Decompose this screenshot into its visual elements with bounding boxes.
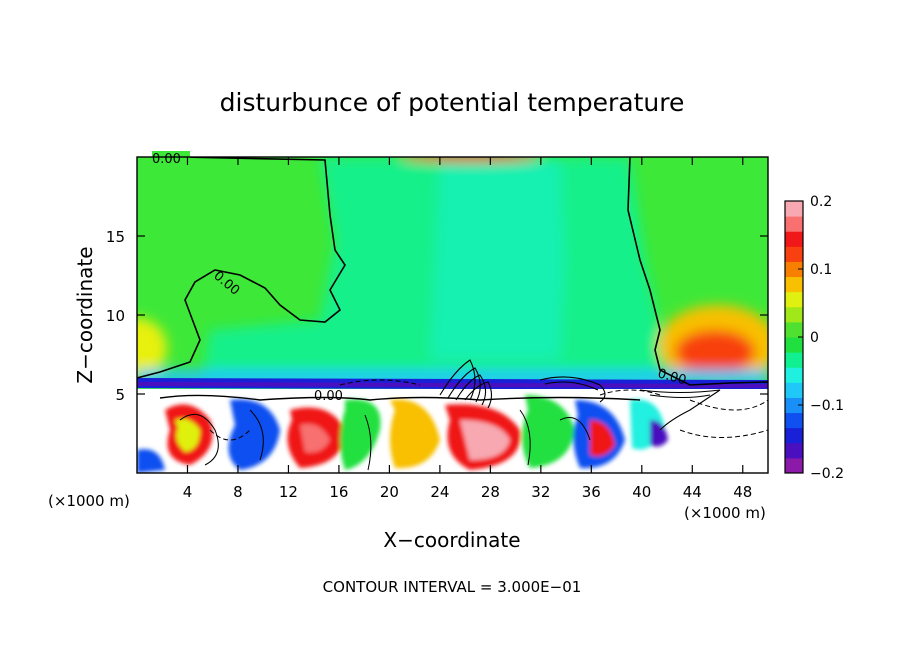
- x-tick-label: 16: [329, 483, 348, 501]
- colorbar-swatch: [785, 457, 803, 474]
- eddy-10: [521, 395, 575, 468]
- x-axis-label: X−coordinate: [383, 528, 520, 552]
- eddy-6: [340, 399, 381, 470]
- contour-lines: [137, 157, 768, 471]
- eddy-3: [228, 399, 280, 470]
- zero-contour-left: [137, 157, 346, 379]
- eddy-15: [137, 449, 165, 473]
- field-left-warm-anomaly: [137, 318, 167, 378]
- field-central-cyan-core: [430, 160, 565, 360]
- colorbar-swatch: [785, 412, 803, 429]
- colorbar-tick-label: 0.1: [810, 262, 832, 278]
- colorbar-swatch: [785, 321, 803, 338]
- colorbar-swatch: [785, 352, 803, 368]
- field-cold-band-core: [137, 382, 768, 388]
- eddy-12: [590, 420, 615, 457]
- heatmap-field: [137, 157, 768, 473]
- contour-cluster-central: [439, 359, 721, 431]
- x-axis-ticks: 4 8 12 16 20 24 28 32 36 40 44 48: [183, 157, 752, 501]
- chart-title: disturbunce of potential temperature: [220, 88, 685, 117]
- colorbar-ticks: 0.2 0.1 0 −0.1 −0.2: [798, 194, 844, 482]
- colorbar-swatch: [785, 291, 803, 308]
- eddy-14: [650, 420, 668, 447]
- colorbar-swatch: [785, 261, 803, 278]
- contour-interval-note: CONTOUR INTERVAL = 3.000E−01: [323, 578, 582, 596]
- colorbar-swatch: [785, 216, 803, 232]
- eddy-9: [460, 420, 510, 460]
- colorbar-swatch: [785, 306, 803, 323]
- colorbar-swatch: [785, 231, 803, 247]
- y-tick-label: 15: [106, 228, 125, 246]
- y-axis-label: Z−coordinate: [73, 246, 97, 383]
- eddy-2: [175, 418, 200, 452]
- x-tick-label: 4: [183, 483, 193, 501]
- x-tick-label: 12: [279, 483, 298, 501]
- colorbar-swatch: [785, 397, 803, 414]
- eddy-5: [300, 424, 330, 453]
- y-axis-ticks: 5 10 15: [106, 228, 768, 404]
- colorbar-swatch: [785, 427, 803, 444]
- y-tick-label: 10: [106, 307, 125, 325]
- colorbar: [785, 201, 803, 474]
- x-tick-label: 28: [481, 483, 500, 501]
- colorbar-tick-label: 0: [810, 330, 819, 346]
- colorbar-tick-label: 0.2: [810, 194, 832, 210]
- y-tick-label: 5: [115, 386, 125, 404]
- x-tick-label: 20: [380, 483, 399, 501]
- field-top-warm-strip: [400, 157, 540, 162]
- colorbar-tick-label: −0.1: [810, 398, 844, 414]
- contour-label-top: 0.00: [152, 152, 181, 167]
- colorbar-swatch: [785, 367, 803, 383]
- field-right-warm-anomaly-inner: [675, 330, 755, 374]
- x-tick-label: 36: [582, 483, 601, 501]
- contour-lower-wavy: [179, 409, 591, 471]
- zero-contour-lower: [159, 394, 641, 401]
- zero-contour-right: [627, 157, 768, 386]
- x-unit-left: (×1000 m): [48, 492, 130, 510]
- colorbar-swatch: [785, 201, 803, 217]
- colorbar-swatch: [785, 442, 803, 459]
- x-tick-label: 32: [531, 483, 550, 501]
- x-unit-right: (×1000 m): [684, 504, 766, 522]
- contour-dashed-negative: [209, 379, 768, 441]
- contour-label-group: 0.00 0.00 0.00 0.00: [152, 151, 688, 404]
- contour-label-right: 0.00: [656, 366, 688, 388]
- colorbar-swatch: [785, 337, 803, 353]
- colorbar-swatch: [785, 276, 803, 293]
- colorbar-swatch: [785, 246, 803, 262]
- eddy-7: [390, 399, 440, 469]
- x-tick-label: 8: [233, 483, 243, 501]
- colorbar-tick-label: −0.2: [810, 466, 844, 482]
- x-tick-label: 24: [430, 483, 449, 501]
- x-tick-label: 40: [632, 483, 651, 501]
- contour-label-lower: 0.00: [314, 389, 343, 404]
- x-tick-label: 48: [733, 483, 752, 501]
- colorbar-swatch: [785, 382, 803, 398]
- x-tick-label: 44: [683, 483, 702, 501]
